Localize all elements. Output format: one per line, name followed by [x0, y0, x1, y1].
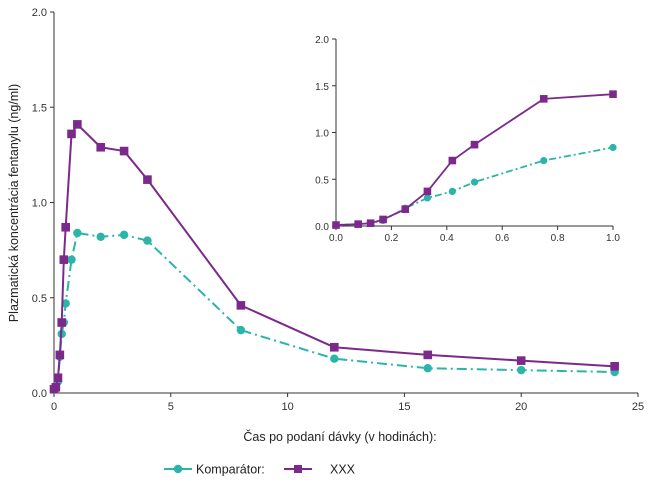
main-point-xxx: [51, 382, 61, 392]
main-point-xxx: [610, 362, 619, 371]
main-x-tick-label: 25: [632, 401, 644, 413]
main-point-xxx: [423, 350, 433, 360]
legend-item-xxx[interactable]: XXX: [284, 463, 356, 477]
main-point-comparator: [517, 365, 526, 375]
main-point-comparator: [236, 325, 246, 335]
main-point-comparator: [330, 354, 339, 363]
inset-point-comparator: [448, 187, 456, 196]
y-axis-title: Plazmatická koncentrácia fentanylu (ng/m…: [7, 84, 21, 322]
inset-point-xxx: [366, 219, 375, 227]
x-axis-title: Čas po podaní dávky (v hodinách):: [243, 429, 436, 444]
main-point-comparator: [143, 236, 152, 245]
inset-point-xxx: [401, 205, 410, 213]
inset-point-xxx: [354, 220, 362, 228]
main-point-xxx: [96, 142, 106, 152]
inset-point-xxx: [379, 215, 387, 224]
inset-x-tick-label: 0.4: [440, 233, 454, 244]
inset-point-xxx: [539, 95, 548, 103]
main-point-xxx: [57, 318, 67, 327]
inset-series-line-xxx: [335, 93, 614, 226]
main-y-tick-label: 1.5: [32, 102, 47, 114]
inset-point-xxx: [423, 187, 432, 196]
inset-y-tick-label: 0.0: [315, 222, 329, 233]
main-point-xxx: [67, 129, 76, 139]
inset-y-tick-label: 1.0: [315, 129, 329, 140]
main-point-xxx: [73, 120, 82, 129]
legend-label-comparator: Komparátor:: [196, 463, 265, 477]
main-point-comparator: [96, 232, 105, 241]
inset-x-tick-label: 0.6: [495, 233, 509, 244]
main-x-tick-label: 20: [515, 401, 527, 413]
main-point-comparator: [61, 299, 70, 308]
main-y-tick-label: 0.5: [32, 293, 47, 305]
main-x-tick-label: 10: [281, 401, 293, 413]
main-point-xxx: [330, 342, 339, 352]
main-point-xxx: [516, 356, 526, 365]
main-point-xxx: [61, 222, 70, 232]
main-point-xxx: [143, 175, 152, 184]
inset-y-tick-label: 2.0: [315, 35, 329, 46]
inset-point-comparator: [540, 156, 548, 165]
main-point-comparator: [119, 230, 129, 240]
main-point-comparator: [73, 228, 82, 238]
legend-label-xxx: XXX: [330, 463, 356, 477]
main-series-line-comparator: [53, 231, 615, 390]
main-point-comparator: [423, 364, 432, 373]
main-point-xxx: [59, 255, 69, 264]
inset-plot: 0.0 0.2 0.4 0.6 0.8 1.0 0.0 0.5 1.0 1.5 2.0: [315, 35, 620, 244]
inset-point-comparator: [470, 178, 479, 186]
main-point-xxx: [55, 350, 65, 360]
main-point-xxx: [119, 146, 129, 156]
legend-item-comparator[interactable]: Komparátor:: [164, 463, 265, 477]
inset-x-tick-label: 0.0: [329, 233, 343, 244]
inset-x-tick-label: 0.8: [551, 233, 565, 244]
inset-point-xxx: [609, 90, 617, 98]
inset-point-xxx: [448, 156, 457, 165]
inset-y-tick-label: 0.5: [315, 175, 329, 186]
inset-point-comparator: [609, 143, 617, 152]
main-x-tick-label: 15: [398, 401, 410, 413]
main-point-comparator: [67, 255, 76, 264]
main-plot: 0 5 10 15 20 25 0.0 0.5 1.0 1.5 2.0: [32, 7, 644, 413]
main-point-xxx: [236, 301, 246, 310]
inset-point-xxx: [470, 140, 479, 149]
legend-marker-xxx: [294, 465, 302, 473]
inset-x-tick-label: 1.0: [606, 233, 620, 244]
main-x-tick-label: 0: [51, 401, 57, 413]
inset-x-tick-label: 0.2: [384, 233, 398, 244]
main-x-tick-label: 5: [168, 401, 174, 413]
main-y-tick-label: 0.0: [32, 388, 47, 400]
inset-series-line-comparator: [335, 146, 614, 226]
legend: Komparátor: XXX: [164, 463, 356, 477]
inset-y-tick-label: 1.5: [315, 82, 329, 93]
legend-marker-comparator: [173, 464, 183, 474]
main-y-tick-label: 1.0: [32, 198, 47, 210]
main-y-tick-label: 2.0: [32, 7, 47, 19]
inset-point-comparator: [423, 194, 432, 202]
main-point-xxx: [53, 373, 63, 383]
inset-point-xxx: [332, 221, 340, 229]
